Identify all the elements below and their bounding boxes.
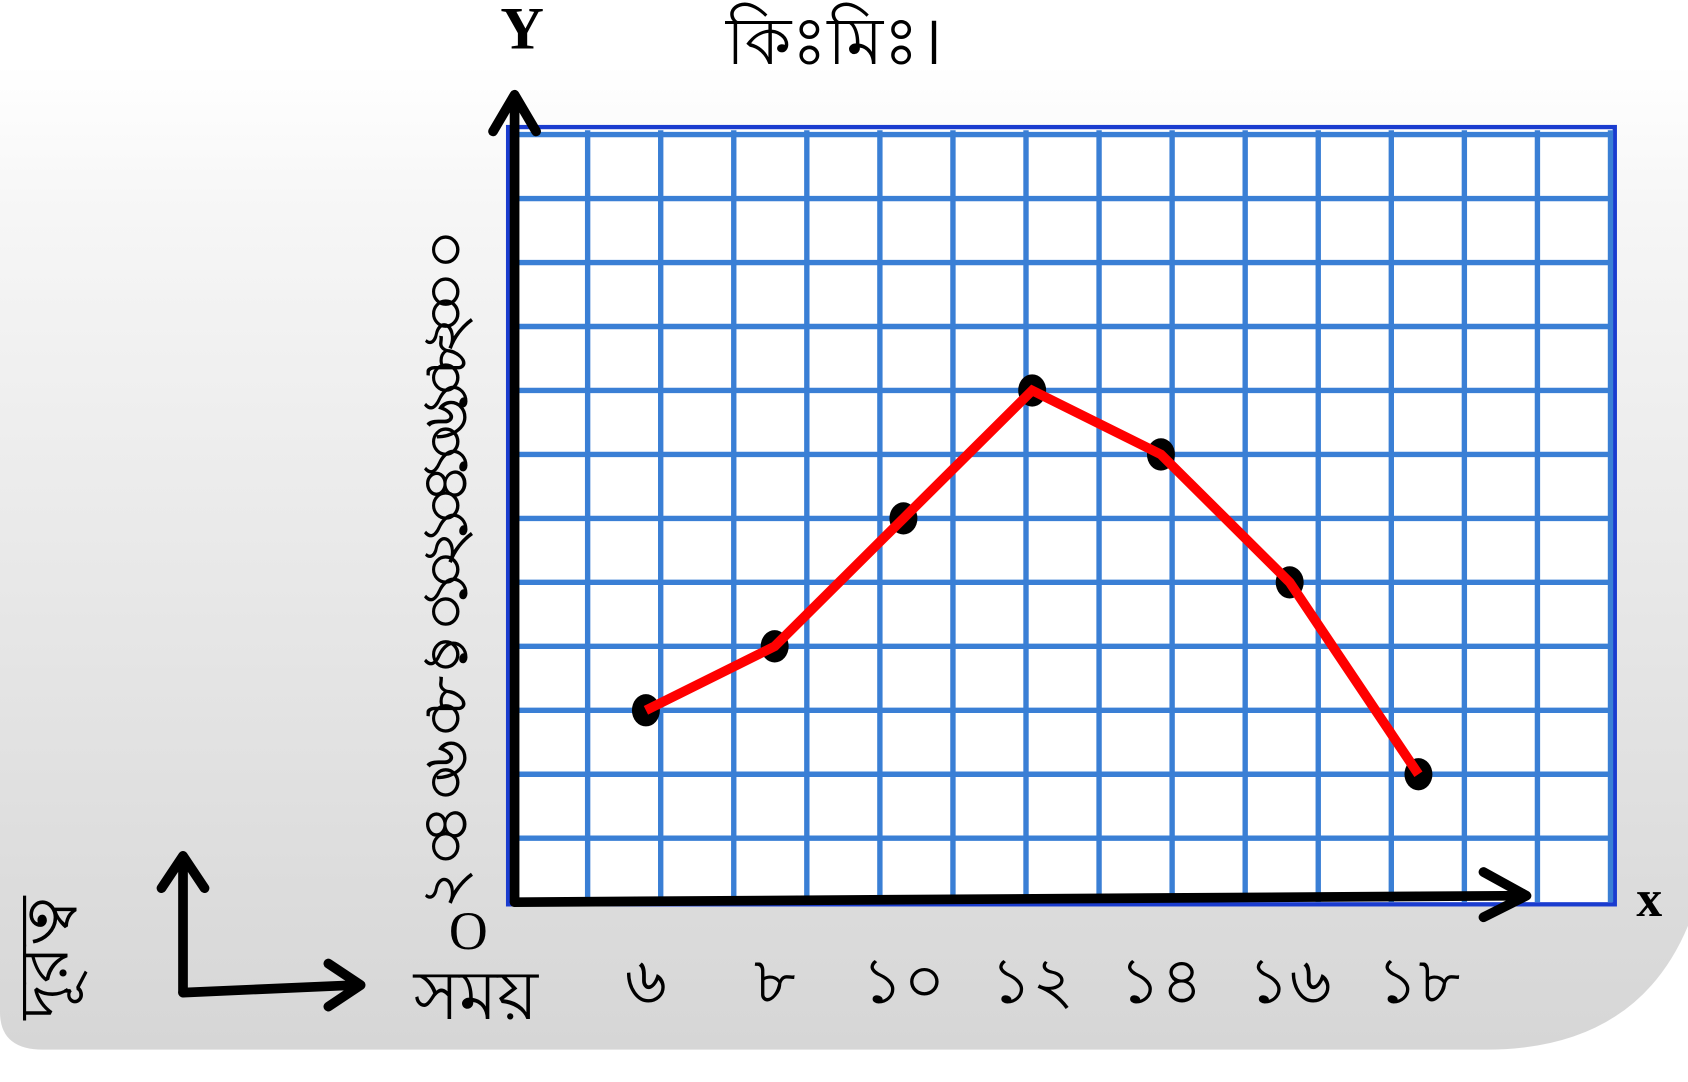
y-tick-label: ১৪০ xyxy=(409,421,481,547)
y-axis-label: দূরত্ব xyxy=(6,896,87,1021)
y-tick-label: ২০০ xyxy=(409,229,481,355)
x-tick-label: ১৪ xyxy=(1119,945,1203,1017)
x-tick-label: ১৬ xyxy=(1248,945,1332,1017)
x-axis-symbol: x xyxy=(1636,871,1662,928)
y-tick-label: ১৮০ xyxy=(409,293,481,419)
x-axis xyxy=(509,867,1532,923)
y-axis-symbol: Y xyxy=(500,0,544,62)
y-tick-label: ১২০ xyxy=(409,485,481,611)
x-tick-label: ৮ xyxy=(754,945,796,1017)
data-line xyxy=(643,384,1423,777)
x-axis-label: সময় xyxy=(413,958,540,1034)
legend-arrows xyxy=(156,851,366,1012)
y-tick-label: ৬০ xyxy=(409,697,481,781)
x-tick-label: ১০ xyxy=(861,945,945,1017)
y-tick-label: ৮০ xyxy=(409,633,481,717)
y-tick-label: ৪০ xyxy=(409,761,481,845)
y-tick-label: ১৬০ xyxy=(409,357,481,483)
y-axis xyxy=(488,89,541,908)
x-tick-label: ১২ xyxy=(990,945,1074,1017)
origin-label: O xyxy=(449,901,488,961)
x-tick-label: ৬ xyxy=(625,945,667,1017)
x-tick-label: ১৮ xyxy=(1377,945,1461,1017)
y-tick-label: ১০০ xyxy=(409,548,481,674)
y-tick-label: ২০ xyxy=(409,825,481,909)
chart-title: কিঃমিঃ। xyxy=(725,2,943,79)
